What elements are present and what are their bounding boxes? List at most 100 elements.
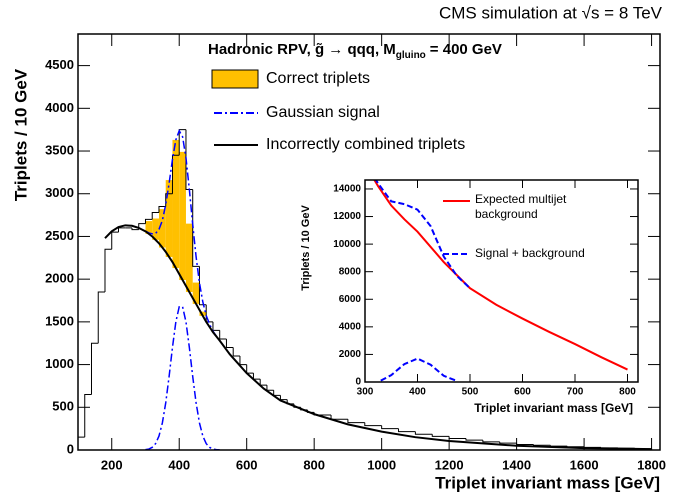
y-tick-label: 3000 xyxy=(45,185,74,200)
histogram-bin xyxy=(532,444,551,446)
annotation-tail: = 400 GeV xyxy=(430,41,502,58)
histogram-bin xyxy=(516,443,534,445)
x-tick-label: 600 xyxy=(236,457,258,472)
annotation-main: Hadronic RPV, g̃ → qqq, M xyxy=(208,41,396,58)
y-tick-label: 8000 xyxy=(339,266,362,277)
histogram-bin xyxy=(279,395,288,401)
annotation-subscript: gluino xyxy=(396,50,426,61)
y-tick-label: 12000 xyxy=(333,211,361,222)
histogram-bin xyxy=(111,231,119,250)
y-axis-title: Triplets / 10 GeV xyxy=(11,68,30,201)
histogram-bin xyxy=(266,385,274,391)
x-tick-label: 800 xyxy=(619,387,636,398)
x-tick-label: 1600 xyxy=(570,457,599,472)
x-tick-label: 700 xyxy=(567,387,584,398)
y-tick-label: 3500 xyxy=(45,142,74,157)
histogram-bin xyxy=(192,189,200,267)
histogram-bin xyxy=(151,212,159,220)
histogram-bin xyxy=(499,441,517,444)
legend-label: Incorrectly combined triplets xyxy=(266,136,465,153)
x-tick-label: 800 xyxy=(303,457,325,472)
histogram-bin xyxy=(448,436,466,439)
legend-label: Gaussian signal xyxy=(266,104,380,121)
series-line xyxy=(373,180,628,371)
histogram-bin xyxy=(330,414,348,420)
signal-plus-background-line xyxy=(145,129,221,342)
annotation: Hadronic RPV, g̃ → qqq, Mgluino = 400 GeV xyxy=(208,41,502,61)
x-tick-label: 1800 xyxy=(637,457,666,472)
series-line xyxy=(104,224,652,450)
series-line xyxy=(145,306,220,450)
histogram-bin xyxy=(117,227,126,233)
histogram-bin xyxy=(144,218,153,224)
x-axis-title: Triplet invariant mass [GeV] xyxy=(435,473,660,492)
inset-plot xyxy=(373,180,628,382)
y-tick-label: 6000 xyxy=(339,294,362,305)
histogram-bin xyxy=(158,206,166,213)
correct-triplet-bar xyxy=(152,218,159,240)
histogram-bin xyxy=(104,248,112,292)
histogram-bin xyxy=(239,356,247,366)
correct-triplet-bar xyxy=(192,282,200,304)
y-tick-label: 500 xyxy=(52,399,74,414)
y-tick-label: 1000 xyxy=(45,356,74,371)
correct-triplet-bar xyxy=(185,223,193,292)
y-tick-label: 2000 xyxy=(339,349,362,360)
inset-x-axis-title: Triplet invariant mass [GeV] xyxy=(474,401,633,415)
correct-triplet-bar xyxy=(165,180,173,257)
y-tick-label: 2500 xyxy=(45,228,74,243)
correct-triplet-bar xyxy=(179,151,186,281)
plot-frame xyxy=(77,33,661,451)
y-tick-label: 4000 xyxy=(339,321,362,332)
histogram-bin xyxy=(364,422,382,427)
histogram-bin xyxy=(431,434,450,437)
histogram-bin xyxy=(78,436,85,450)
x-tick-label: 400 xyxy=(168,457,190,472)
histogram-bin xyxy=(219,330,227,340)
histogram-bin xyxy=(90,342,99,395)
histogram-bin xyxy=(482,440,500,443)
y-tick-label: 1500 xyxy=(45,313,74,328)
y-tick-label: 2000 xyxy=(45,271,74,286)
histogram-bin xyxy=(347,419,365,424)
main-plot xyxy=(78,129,653,450)
legend-swatch xyxy=(211,69,259,89)
x-tick-label: 600 xyxy=(514,387,531,398)
series-line xyxy=(374,180,471,289)
y-tick-label: 4000 xyxy=(45,100,74,115)
histogram-bin xyxy=(212,321,220,331)
legend-label: Correct triplets xyxy=(266,70,370,87)
x-tick-label: 200 xyxy=(101,457,123,472)
histogram-bin xyxy=(232,347,240,357)
inset-background xyxy=(365,180,638,382)
legend-label: Expected multijet background xyxy=(475,192,567,221)
x-tick-label: 1400 xyxy=(502,457,531,472)
histogram-bin xyxy=(246,364,254,374)
correct-triplet-bar xyxy=(199,311,207,316)
correct-triplet-bar xyxy=(158,209,166,248)
x-tick-label: 300 xyxy=(357,387,374,398)
histogram-bin xyxy=(259,379,267,386)
correct-triplet-bar xyxy=(172,139,180,269)
inset-y-axis-title: Triplets / 10 GeV xyxy=(300,205,312,291)
y-tick-label: 4500 xyxy=(45,57,74,72)
y-tick-label: 0 xyxy=(67,441,74,456)
histogram-bin xyxy=(252,373,261,380)
inset-legend-box: Expected multijet background xyxy=(475,192,567,221)
histogram-bin xyxy=(185,129,193,190)
x-tick-label: 1200 xyxy=(435,457,464,472)
histogram-bin xyxy=(381,425,399,430)
x-tick-label: 400 xyxy=(409,387,426,398)
histogram-bin xyxy=(414,431,433,435)
histogram-bin xyxy=(225,338,234,348)
correct-triplet-bar xyxy=(145,221,153,234)
legend-label: Signal + background xyxy=(475,246,585,260)
histogram-bin xyxy=(97,291,105,344)
y-tick-label: 10000 xyxy=(333,239,361,250)
series-line xyxy=(380,357,458,382)
chart-title: CMS simulation at √s = 8 TeV xyxy=(439,3,663,22)
y-tick-label: 14000 xyxy=(333,184,361,195)
x-tick-label: 1000 xyxy=(367,457,396,472)
histogram-bin xyxy=(273,390,281,396)
